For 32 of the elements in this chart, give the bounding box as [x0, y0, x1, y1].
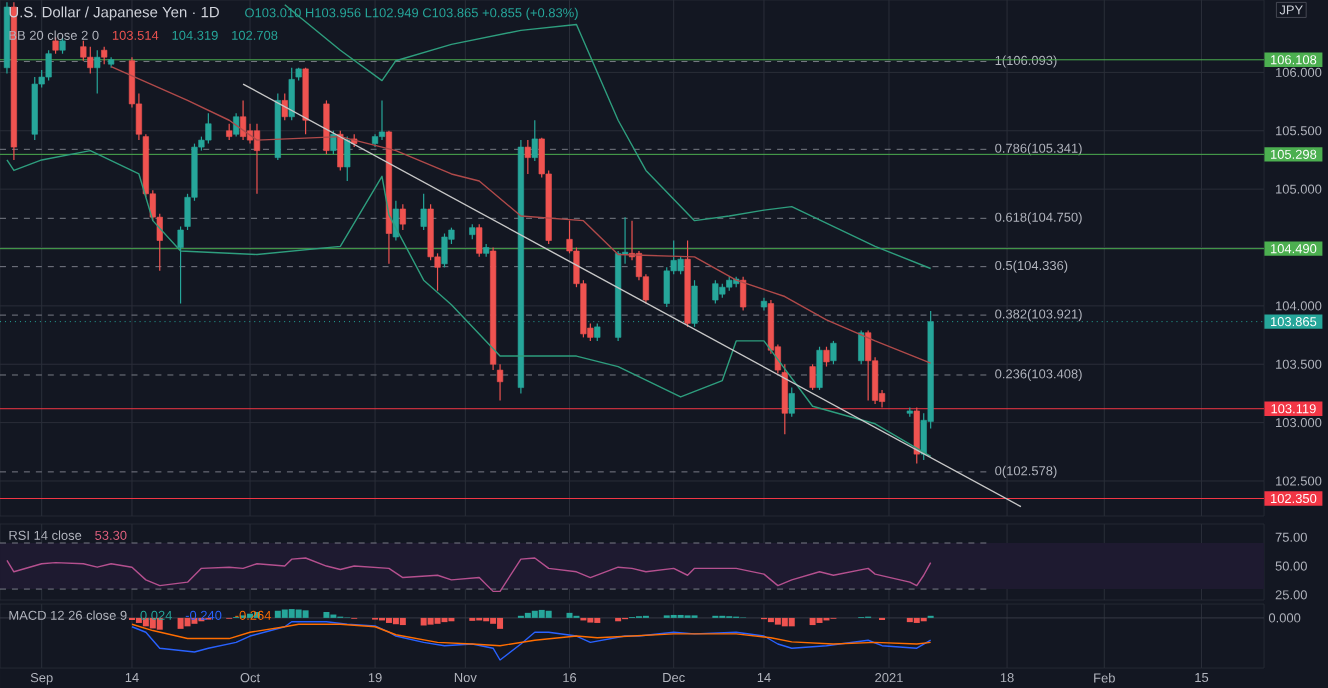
candlestick [858, 329, 865, 365]
candlestick [344, 135, 351, 182]
candlestick [420, 193, 427, 231]
candlestick [337, 130, 344, 172]
candlestick [378, 99, 386, 141]
candlestick [524, 139, 531, 175]
line-series [110, 65, 932, 364]
candlestick [913, 406, 920, 465]
candlestick [823, 346, 830, 368]
candlestick [816, 346, 823, 391]
candlestick [45, 49, 52, 82]
candlestick [240, 99, 247, 141]
candlestick [94, 49, 101, 94]
candlestick [476, 223, 483, 258]
candlestick [865, 329, 872, 402]
candlestick [740, 276, 747, 312]
candlestick [87, 46, 94, 75]
candlestick [441, 232, 448, 268]
candlestick [399, 203, 406, 231]
candlestick [712, 279, 719, 305]
candlestick [809, 363, 816, 391]
candlestick [830, 340, 837, 365]
candlestick [205, 112, 212, 145]
candlestick [392, 200, 399, 242]
candlestick [323, 99, 330, 155]
candlestick [281, 92, 288, 121]
line-series [6, 557, 932, 593]
candlestick [531, 119, 538, 162]
candlestick [253, 123, 261, 195]
candlestick [288, 67, 295, 121]
line-series [6, 149, 932, 458]
candlestick [788, 386, 795, 418]
